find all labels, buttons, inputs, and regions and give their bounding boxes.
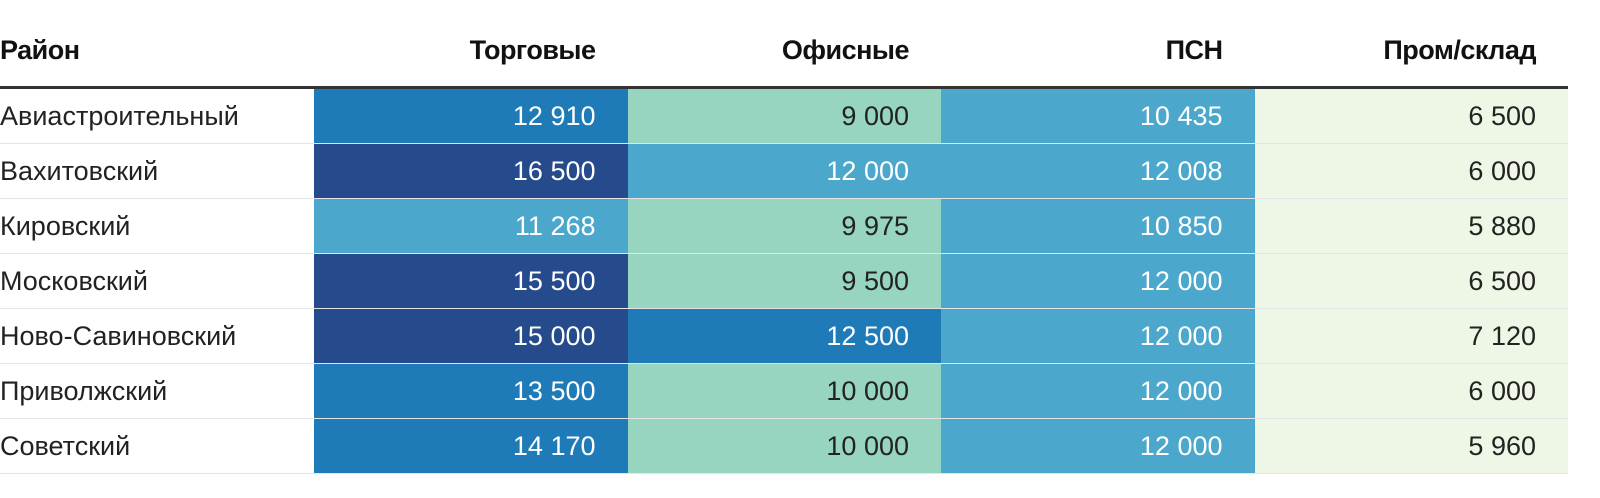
column-header: Торговые <box>314 14 628 89</box>
price-cell: 7 120 <box>1254 308 1568 364</box>
district-name: Авиастроительный <box>0 87 314 144</box>
price-cell: 5 960 <box>1254 418 1568 474</box>
price-cell: 16 500 <box>314 143 628 199</box>
table-row: Вахитовский 16 500 12 000 12 008 6 000 <box>0 143 1568 199</box>
price-cell: 9 500 <box>627 253 941 309</box>
price-cell: 5 880 <box>1254 198 1568 254</box>
header-row: Район Торговые Офисные ПСН Пром/склад <box>0 14 1568 89</box>
table-row: Московский 15 500 9 500 12 000 6 500 <box>0 253 1568 309</box>
district-name: Приволжский <box>0 363 314 419</box>
price-cell: 9 000 <box>627 87 941 144</box>
price-cell: 6 500 <box>1254 87 1568 144</box>
price-cell: 6 000 <box>1254 363 1568 419</box>
price-cell: 11 268 <box>314 198 628 254</box>
table-row: Приволжский 13 500 10 000 12 000 6 000 <box>0 363 1568 419</box>
district-name: Советский <box>0 418 314 474</box>
price-cell: 12 008 <box>941 143 1255 199</box>
table-row: Кировский 11 268 9 975 10 850 5 880 <box>0 198 1568 254</box>
price-cell: 10 850 <box>941 198 1255 254</box>
column-header: ПСН <box>941 14 1255 89</box>
price-cell: 6 000 <box>1254 143 1568 199</box>
price-cell: 10 000 <box>627 363 941 419</box>
price-cell: 12 000 <box>941 253 1255 309</box>
price-cell: 6 500 <box>1254 253 1568 309</box>
price-cell: 12 000 <box>941 308 1255 364</box>
district-name: Ново-Савиновский <box>0 308 314 364</box>
price-cell: 9 975 <box>627 198 941 254</box>
price-cell: 12 000 <box>627 143 941 199</box>
price-cell: 12 000 <box>941 363 1255 419</box>
price-cell: 10 435 <box>941 87 1255 144</box>
district-name: Вахитовский <box>0 143 314 199</box>
table-row: Авиастроительный 12 910 9 000 10 435 6 500 <box>0 87 1568 144</box>
price-cell: 13 500 <box>314 363 628 419</box>
price-cell: 12 910 <box>314 87 628 144</box>
table-row: Советский 14 170 10 000 12 000 5 960 <box>0 418 1568 474</box>
district-name: Кировский <box>0 198 314 254</box>
column-header: Пром/склад <box>1254 14 1568 89</box>
price-cell: 12 000 <box>941 418 1255 474</box>
price-cell: 15 000 <box>314 308 628 364</box>
price-cell: 10 000 <box>627 418 941 474</box>
district-name: Московский <box>0 253 314 309</box>
price-cell: 15 500 <box>314 253 628 309</box>
price-cell: 12 500 <box>627 308 941 364</box>
column-header: Офисные <box>627 14 941 89</box>
column-header: Район <box>0 14 314 89</box>
data-table: Район Торговые Офисные ПСН Пром/склад Авиаст… <box>0 14 1568 474</box>
table-row: Ново-Савиновский 15 000 12 500 12 000 7 120 <box>0 308 1568 364</box>
price-cell: 14 170 <box>314 418 628 474</box>
